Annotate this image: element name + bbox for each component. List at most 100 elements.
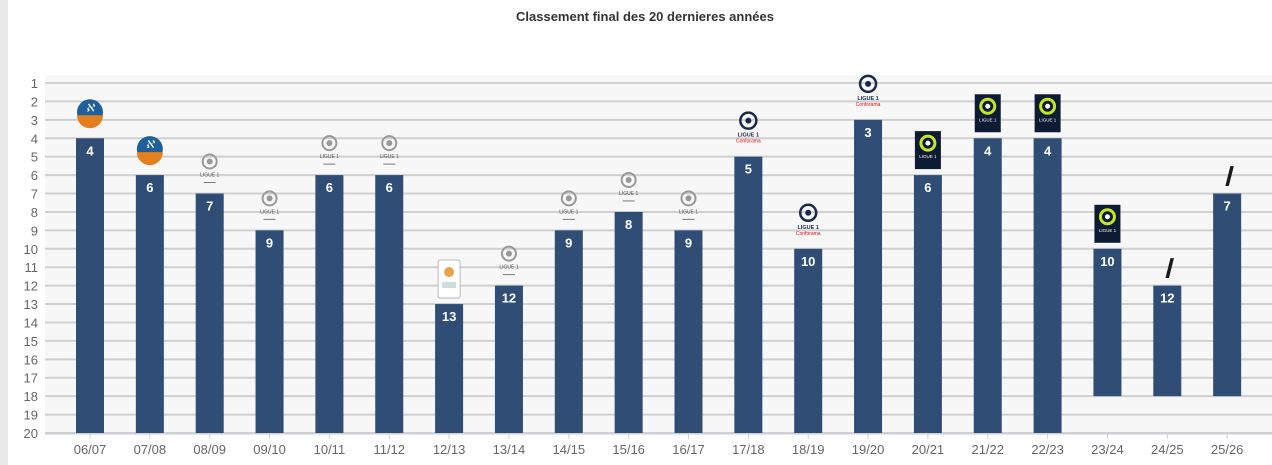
bar-value-label: 6 [924,180,931,195]
logo-sponsor: Conforama [736,139,761,145]
bar-value-label: 9 [685,235,692,250]
logo-dot [985,103,991,109]
logo-dot [925,140,931,146]
l1-icon: Ⅰ [1223,162,1234,192]
logo-ring [919,134,937,152]
bar [913,175,942,433]
x-tick-label: 18/19 [792,442,825,457]
bar-value-label: 3 [864,125,871,140]
logo-text: LIGUE 1 [797,225,818,231]
logo-dot [206,158,213,165]
logo-dot [745,117,752,124]
bar-value-label: 6 [326,180,333,195]
bar-value-label: 13 [442,309,456,324]
y-tick-label: 8 [31,205,38,220]
ligue1-badge-icon [437,259,461,299]
logo-ring [739,111,758,130]
bar-value-label: 10 [801,254,815,269]
bar [1093,248,1122,397]
bar-value-label: 4 [984,143,992,158]
logo-ring [680,190,697,207]
bar-value-label: 12 [1160,291,1174,306]
logo-dot [805,209,812,216]
logo-text: LIGUE 1 [1039,117,1057,122]
logo-dot [1045,103,1051,109]
y-tick-label: 9 [31,223,38,238]
chart-title: Classement final des 20 dernieres années [516,9,774,24]
ligue1-ubereats-icon: LIGUE 1 [1094,204,1121,243]
logo-dot [326,140,333,147]
x-tick-label: 12/13 [433,442,466,457]
bar [794,248,823,433]
bar [1153,285,1182,397]
ligue1-orange-icon: ℵ [136,136,163,166]
logo-l1: Ⅰ [1223,162,1234,192]
y-tick-label: 12 [24,279,38,294]
bar [674,230,703,433]
x-tick-label: 07/08 [134,442,167,457]
bar [315,175,344,433]
ligue1-classic-icon: LIGUE 1 [559,190,579,220]
x-tick-label: 20/21 [912,442,945,457]
bar [614,211,643,433]
y-tick-label: 17 [24,371,38,386]
ligue1-ubereats-icon: LIGUE 1 [974,94,1001,133]
logo-text: LIGUE 1 [1099,228,1117,233]
x-tick-label: 23/24 [1091,442,1124,457]
logo-dot [505,250,512,257]
ligue1-orange-icon: ℵ [77,99,103,129]
y-tick-label: 5 [31,150,38,165]
x-tick-label: 19/20 [852,442,885,457]
logo-text: LIGUE 1 [619,191,638,197]
x-tick-label: 09/10 [253,442,286,457]
ligue1-ubereats-icon: LIGUE 1 [914,131,941,170]
logo-text: LIGUE 1 [979,117,997,122]
logo-text: LIGUE 1 [857,96,878,102]
bar-value-label: 8 [625,217,632,232]
logo-text: LIGUE 1 [499,265,518,271]
y-tick-label: 20 [24,426,38,441]
bar-value-label: 7 [206,199,213,214]
y-tick-label: 14 [24,315,38,330]
x-tick-label: 13/14 [493,442,526,457]
logo-ring [1039,97,1057,115]
logo-dot [266,195,273,202]
bar [1213,193,1242,397]
y-tick-label: 13 [24,297,38,312]
logo-ring [979,97,997,115]
y-tick-label: 10 [24,242,38,257]
bar-value-label: 7 [1224,199,1231,214]
logo-text: LIGUE 1 [679,209,698,215]
x-tick-label: 16/17 [672,442,705,457]
bar-value-label: 5 [745,162,752,177]
logo-figure: ℵ [146,139,156,151]
logo-dot [1104,214,1110,220]
logo-badge [437,259,461,299]
x-tick-label: 10/11 [314,442,346,457]
logo-text: LIGUE 1 [200,173,219,179]
ligue1-classic-icon: LIGUE 1 [260,190,279,220]
logo-text: LIGUE 1 [738,133,759,139]
ligue1-classic-icon: LIGUE 1 [380,135,399,165]
bar [435,304,464,433]
logo-text: LIGUE 1 [559,209,578,215]
y-tick-label: 18 [24,389,38,404]
logo-dot [444,267,455,278]
logo-ring [858,74,878,94]
logo-sponsor: Conforama [856,102,881,108]
y-tick-label: 2 [31,94,38,109]
bar [195,193,224,433]
y-tick-label: 7 [31,187,38,202]
bar [1033,138,1062,433]
x-tick-label: 14/15 [553,442,586,457]
bar-value-label: 9 [565,235,572,250]
bar-value-label: 12 [502,291,516,306]
logo-figure: ℵ [86,102,96,114]
x-tick-label: 25/26 [1211,442,1244,457]
bar-value-label: 10 [1100,254,1114,269]
logo-text: LIGUE 1 [919,154,937,159]
logo-ring [560,190,577,207]
